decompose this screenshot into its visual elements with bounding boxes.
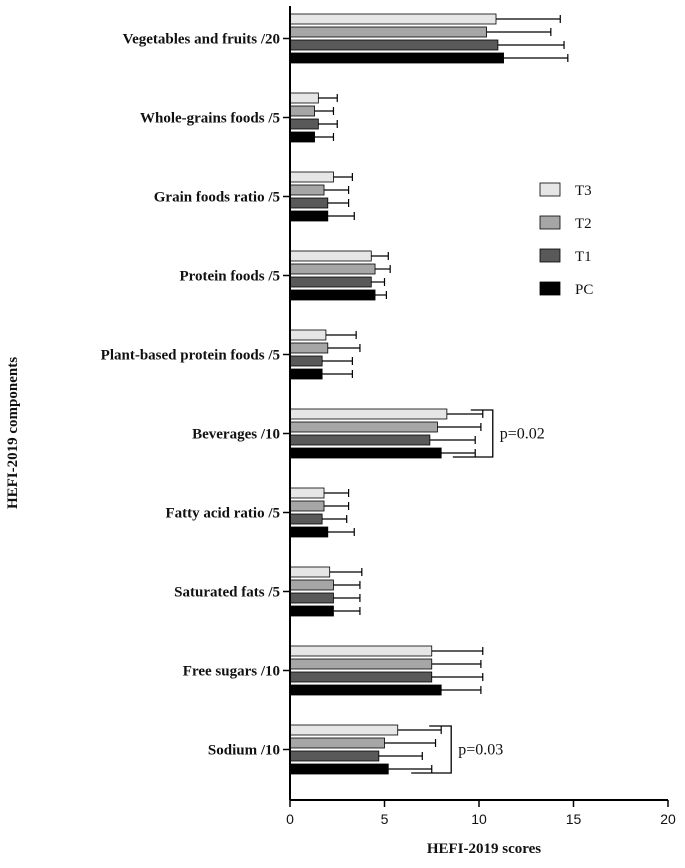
legend-swatch-t1 (539, 248, 561, 263)
bar-sodium-10-t3 (289, 724, 399, 736)
significance-label-beverages-10: p=0.02 (500, 426, 545, 443)
x-axis-title: HEFI-2019 scores (427, 841, 541, 857)
category-label-beverages-10: Beverages /10 (192, 427, 280, 443)
ticks-layer: 0 5 10 15 20 (283, 37, 676, 827)
bar-fatty-acid-ratio-5-t1 (289, 513, 323, 525)
legend-swatch-pc (539, 281, 561, 296)
bar-plant-based-protein-foods-5-t3 (289, 329, 327, 341)
category-label-plant-based-protein-foods-5: Plant-based protein foods /5 (101, 348, 280, 364)
annotations-layer: p=0.02 p=0.03 (411, 409, 545, 774)
bars-layer (289, 13, 504, 775)
legend-label-t2: T2 (575, 216, 592, 232)
x-tick-label-20: 20 (660, 811, 676, 827)
bar-saturated-fats-5-pc (289, 605, 334, 617)
error-bars-layer (314, 15, 569, 773)
bar-whole-grains-foods-5-pc (289, 131, 315, 143)
category-label-whole-grains-foods-5: Whole-grains foods /5 (140, 111, 280, 127)
category-label-free-sugars-10: Free sugars /10 (183, 664, 280, 680)
bar-saturated-fats-5-t1 (289, 592, 334, 604)
bar-protein-foods-5-t2 (289, 263, 376, 275)
bar-plant-based-protein-foods-5-pc (289, 368, 323, 380)
bar-free-sugars-10-t3 (289, 645, 433, 657)
category-label-grain-foods-ratio-5: Grain foods ratio /5 (154, 190, 280, 206)
bar-sodium-10-pc (289, 763, 389, 775)
significance-label-sodium-10: p=0.03 (458, 742, 503, 759)
bar-beverages-10-t2 (289, 421, 438, 433)
legend-label-pc: PC (575, 282, 593, 298)
legend-label-t1: T1 (575, 249, 592, 265)
bar-beverages-10-pc (289, 447, 442, 459)
bar-grain-foods-ratio-5-t2 (289, 184, 325, 196)
significance-bracket-sodium-10 (411, 725, 452, 774)
category-label-fatty-acid-ratio-5: Fatty acid ratio /5 (165, 506, 280, 522)
bar-sodium-10-t2 (289, 737, 385, 749)
bar-fatty-acid-ratio-5-t2 (289, 500, 325, 512)
bar-grain-foods-ratio-5-t3 (289, 171, 334, 183)
legend-swatch-t2 (539, 215, 561, 230)
bar-saturated-fats-5-t3 (289, 566, 331, 578)
bar-free-sugars-10-pc (289, 684, 442, 696)
bar-fatty-acid-ratio-5-t3 (289, 487, 325, 499)
bar-saturated-fats-5-t2 (289, 579, 334, 591)
x-tick-label-0: 0 (286, 811, 294, 827)
bar-beverages-10-t3 (289, 408, 448, 420)
category-labels: Vegetables and fruits /20 Whole-grains fo… (101, 32, 280, 759)
category-label-saturated-fats-5: Saturated fats /5 (174, 585, 280, 601)
bar-vegetables-and-fruits-20-pc (289, 52, 504, 64)
bar-plant-based-protein-foods-5-t2 (289, 342, 329, 354)
bar-grain-foods-ratio-5-t1 (289, 197, 329, 209)
legend-swatch-t3 (539, 182, 561, 197)
legend-label-t3: T3 (575, 183, 592, 199)
bar-sodium-10-t1 (289, 750, 380, 762)
bar-whole-grains-foods-5-t2 (289, 105, 315, 117)
bar-plant-based-protein-foods-5-t1 (289, 355, 323, 367)
significance-bracket-beverages-10 (452, 409, 494, 458)
y-axis-title: HEFI-2019 components (5, 357, 21, 509)
bar-vegetables-and-fruits-20-t2 (289, 26, 487, 38)
bar-protein-foods-5-t1 (289, 276, 372, 288)
bar-vegetables-and-fruits-20-t3 (289, 13, 497, 25)
bar-protein-foods-5-t3 (289, 250, 372, 262)
x-tick-label-15: 15 (566, 811, 582, 827)
bar-whole-grains-foods-5-t1 (289, 118, 319, 130)
category-label-sodium-10: Sodium /10 (208, 743, 280, 759)
bar-fatty-acid-ratio-5-pc (289, 526, 329, 538)
bar-free-sugars-10-t2 (289, 658, 433, 670)
category-label-vegetables-and-fruits-20: Vegetables and fruits /20 (123, 32, 280, 48)
bar-whole-grains-foods-5-t3 (289, 92, 319, 104)
category-label-protein-foods-5: Protein foods /5 (179, 269, 280, 285)
x-tick-label-5: 5 (381, 811, 389, 827)
bar-protein-foods-5-pc (289, 289, 376, 301)
bar-free-sugars-10-t1 (289, 671, 433, 683)
bar-beverages-10-t1 (289, 434, 431, 446)
bar-grain-foods-ratio-5-pc (289, 210, 329, 222)
legend: T3 T2 T1 PC (539, 182, 593, 298)
x-tick-label-10: 10 (471, 811, 487, 827)
bar-vegetables-and-fruits-20-t1 (289, 39, 499, 51)
